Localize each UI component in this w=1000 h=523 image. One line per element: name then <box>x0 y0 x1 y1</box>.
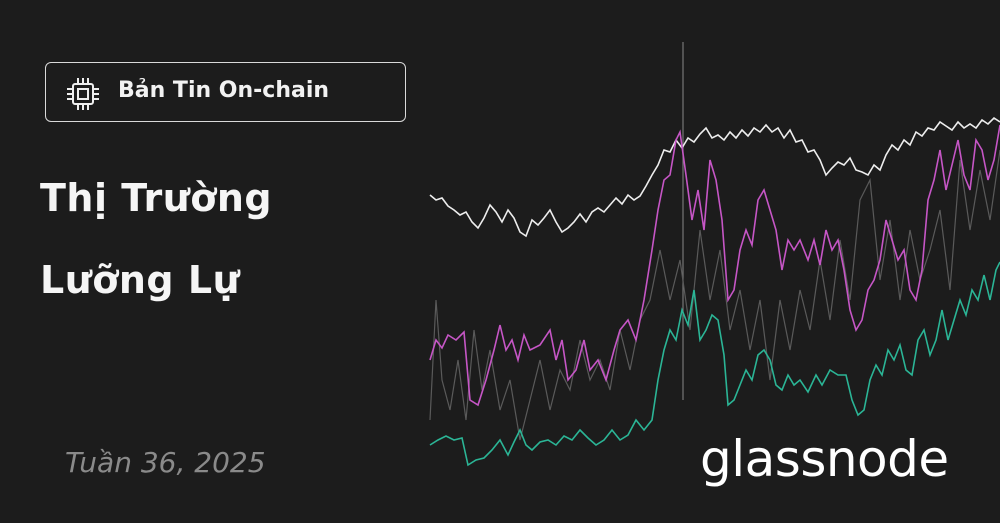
gray-line <box>429 149 1000 441</box>
title-line: Lưỡng Lự <box>40 258 241 302</box>
logo: glassnode <box>700 430 949 488</box>
chip-icon <box>67 78 99 110</box>
badge: Bản Tin On-chain <box>45 62 406 122</box>
magenta-line <box>429 124 1000 407</box>
badge-label: Bản Tin On-chain <box>118 78 330 103</box>
title-line: Thị Trường <box>40 176 273 220</box>
white-line <box>429 116 1000 238</box>
date: Tuần 36, 2025 <box>65 446 266 479</box>
teal-line <box>429 261 1000 467</box>
